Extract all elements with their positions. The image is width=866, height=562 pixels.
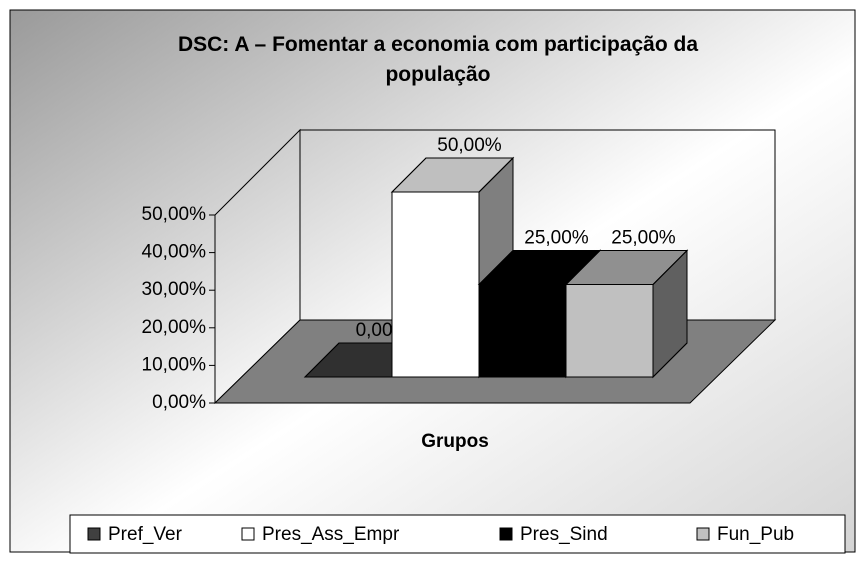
y-tick-label: 20,00% bbox=[142, 317, 207, 338]
bar-front bbox=[565, 284, 654, 378]
value-label: 50,00% bbox=[437, 135, 502, 156]
legend-swatch bbox=[499, 527, 513, 541]
legend-label: Pref_Ver bbox=[108, 524, 183, 545]
legend-label: Pres_Ass_Empr bbox=[262, 524, 400, 545]
bar-top-shade bbox=[564, 250, 689, 285]
y-tick-label: 50,00% bbox=[142, 204, 207, 225]
y-tick-label: 30,00% bbox=[142, 279, 207, 300]
chart-title: DSC: A – Fomentar a economia com partici… bbox=[177, 33, 699, 86]
y-tick-label: 40,00% bbox=[142, 242, 207, 263]
bar-front bbox=[391, 191, 480, 378]
bar-top-shade bbox=[390, 157, 515, 193]
value-label: 25,00% bbox=[611, 228, 676, 249]
legend-label: Fun_Pub bbox=[717, 524, 794, 545]
x-axis-label: Grupos bbox=[421, 431, 489, 452]
legend-swatch bbox=[241, 527, 255, 541]
y-tick-label: 10,00% bbox=[142, 354, 207, 375]
legend-label: Pres_Sind bbox=[520, 524, 608, 545]
legend-swatch bbox=[87, 527, 101, 541]
legend-swatch bbox=[696, 527, 710, 541]
value-label: 25,00% bbox=[524, 228, 589, 249]
y-tick-label: 0,00% bbox=[152, 392, 206, 413]
bar-front bbox=[478, 284, 567, 378]
legend bbox=[69, 514, 846, 554]
